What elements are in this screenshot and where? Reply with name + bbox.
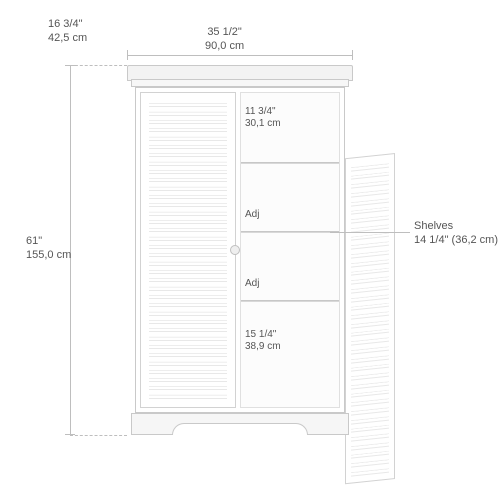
dim-dash-top [70, 65, 127, 66]
door-left-louvers [149, 101, 227, 399]
door-right-louvers [351, 161, 389, 477]
dim-width-imperial: 35 1/2" [207, 26, 242, 38]
shelf-1 [241, 162, 339, 164]
cabinet-crown-lower [131, 79, 349, 87]
dim-width-metric: 90,0 cm [205, 40, 244, 52]
dim-depth-imperial: 16 3/4" [48, 18, 83, 30]
dim-depth: 16 3/4" 42,5 cm [48, 18, 87, 46]
dim-topc-imperial: 11 3/4" [245, 106, 276, 117]
cabinet-base [131, 413, 349, 435]
dim-width: 35 1/2" 90,0 cm [205, 26, 244, 54]
callout-shelves-value: 14 1/4" (36,2 cm) D [414, 234, 500, 246]
dim-height: 61" 155,0 cm [26, 235, 71, 263]
callout-line [330, 232, 410, 233]
cabinet-base-arch [172, 423, 308, 435]
dim-width-tick-l [127, 50, 128, 60]
door-knob [230, 245, 240, 255]
dim-height-imperial: 61" [26, 235, 42, 247]
door-right-open [345, 153, 395, 484]
cabinet-interior: 11 3/4" 30,1 cm Adj Adj 15 1/4" 38,9 cm [240, 92, 340, 408]
dim-topc-metric: 30,1 cm [245, 118, 281, 129]
door-left [140, 92, 236, 408]
dim-shelfw-metric: 38,9 cm [245, 341, 281, 352]
adj-label-1: Adj [245, 209, 259, 220]
dim-height-metric: 155,0 cm [26, 249, 71, 261]
callout-shelves: Shelves 14 1/4" (36,2 cm) D [414, 220, 500, 248]
cabinet-body: 11 3/4" 30,1 cm Adj Adj 15 1/4" 38,9 cm [135, 87, 345, 413]
adj-label-2: Adj [245, 278, 259, 289]
dim-shelf-width: 15 1/4" 38,9 cm [245, 329, 281, 353]
dim-depth-metric: 42,5 cm [48, 32, 87, 44]
dim-width-line [127, 55, 353, 56]
dim-shelfw-imperial: 15 1/4" [245, 329, 276, 340]
dim-width-tick-r [352, 50, 353, 60]
diagram-stage: 16 3/4" 42,5 cm 35 1/2" 90,0 cm 61" 155,… [0, 0, 500, 500]
cabinet: 11 3/4" 30,1 cm Adj Adj 15 1/4" 38,9 cm [135, 65, 345, 435]
dim-dash-bottom [70, 435, 127, 436]
shelf-2 [241, 231, 339, 233]
callout-shelves-label: Shelves [414, 220, 453, 232]
dim-top-compartment: 11 3/4" 30,1 cm [245, 106, 281, 130]
shelf-3 [241, 300, 339, 302]
